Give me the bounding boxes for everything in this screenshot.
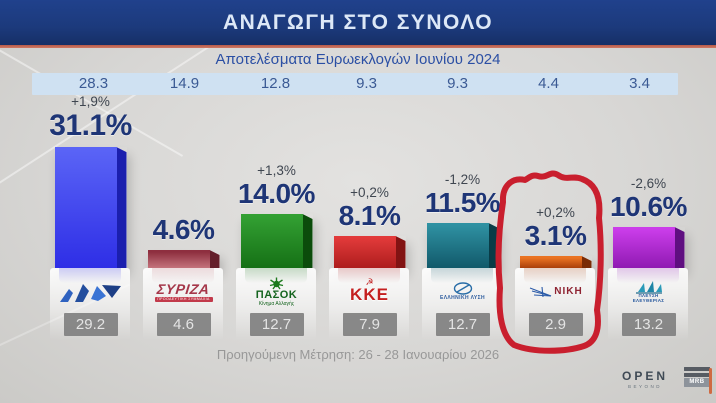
euro-result-value: 9.3 — [356, 75, 377, 92]
subtitle: Αποτελέσματα Ευρωεκλογών Ιουνίου 2024 — [215, 51, 501, 68]
bar-reflection — [245, 268, 307, 283]
previous-value-box: 2.9 — [528, 313, 583, 336]
pasok-logo-subtext: Κίνημα Αλλαγής — [258, 300, 295, 307]
poll-value: 4.6% — [152, 214, 215, 245]
change-label: +0,2% — [536, 204, 575, 220]
plefsi-logo-text: ΠΛΕΥΣΗ — [638, 292, 659, 298]
nd-flag-icon — [59, 284, 121, 302]
previous-value-box: 12.7 — [249, 313, 304, 336]
mrb-logo-stripe — [684, 367, 710, 371]
kke-logo: ☭ ΚΚΕ — [323, 273, 416, 311]
plefsi-logo-subtext: ΕΛΕΥΘΕΡΙΑΣ — [632, 297, 665, 303]
mrb-agency-logo: MRB — [684, 367, 710, 387]
bar-front-face — [426, 223, 489, 268]
syriza-logo-text: ΣΥΡΙΖΑ — [156, 280, 211, 297]
screen-edge-marker — [709, 368, 712, 394]
euro-result-value: 12.8 — [260, 75, 291, 92]
bar-front-face — [147, 250, 210, 268]
open-logo-tagline: BEYOND — [627, 384, 662, 389]
elliniki-lysi-logo: ΕΛΛΗΝΙΚΗ ΛΥΣΗ — [416, 273, 509, 311]
change-label: -1,2% — [444, 171, 481, 187]
mrb-logo-stripe — [684, 372, 710, 377]
party-column-pasok: +1,3% 14.0% ΠΑΣΟΚ Κίνημα Αλλαγής — [230, 95, 323, 357]
euro-results-band — [32, 73, 678, 95]
pasok-logo-text: ΠΑΣΟΚ — [255, 289, 298, 302]
niki-logo: ΝΙΚΗ — [509, 273, 602, 311]
elliniki-lysi-logo-text: ΕΛΛΗΝΙΚΗ ΛΥΣΗ — [439, 295, 486, 302]
previous-value-box: 4.6 — [156, 313, 211, 336]
open-channel-logo: OPEN BEYOND — [619, 370, 671, 389]
bar-side-face — [395, 236, 406, 268]
plefsi-sails-icon — [635, 280, 662, 294]
party-column-elliniki-lysi: -1,2% 11.5% ΕΛΛΗΝΙΚΗ ΛΥΣΗ 12.7 — [416, 95, 509, 357]
bar-side-face — [209, 250, 220, 268]
party-column-kke: +0,2% 8.1% ☭ ΚΚΕ 7.9 — [323, 95, 416, 357]
poll-value: 3.1% — [524, 220, 587, 251]
bar-front-face — [519, 256, 582, 268]
nd-logo — [44, 273, 137, 311]
euro-result-value: 3.4 — [629, 75, 650, 92]
bar-side-face — [674, 227, 685, 268]
poll-value: 10.6% — [610, 191, 687, 222]
bar-reflection — [338, 268, 400, 283]
page-title: ΑΝΑΓΩΓΗ ΣΤΟ ΣΥΝΟΛΟ — [222, 10, 494, 34]
pasok-sun-icon — [269, 277, 284, 290]
poll-value: 11.5% — [424, 187, 501, 218]
change-label: +0,2% — [350, 184, 389, 200]
niki-logo-text: ΝΙΚΗ — [554, 285, 583, 297]
previous-measurement-note: Προηγούμενη Μέτρηση: 26 - 28 Ιανουαρίου … — [216, 347, 500, 362]
bar-reflection — [152, 268, 214, 283]
open-logo-text: OPEN — [621, 369, 668, 383]
previous-value-box: 29.2 — [63, 313, 118, 336]
euro-result-value: 9.3 — [447, 75, 468, 92]
poll-value: 8.1% — [338, 200, 401, 231]
bar-side-face — [581, 256, 592, 268]
syriza-logo-subtext: ΠΡΟΟΔΕΥΤΙΚΗ ΣΥΜΜΑΧΙΑ — [154, 297, 213, 303]
party-column-syriza: 4.6% ΣΥΡΙΖΑ ΠΡΟΟΔΕΥΤΙΚΗ ΣΥΜΜΑΧΙΑ 4.6 — [137, 95, 230, 357]
previous-value-box: 7.9 — [342, 313, 397, 336]
header-bar: ΑΝΑΓΩΓΗ ΣΤΟ ΣΥΝΟΛΟ — [0, 0, 716, 45]
bar-front-face — [240, 214, 303, 268]
bar — [54, 147, 127, 268]
bar — [147, 250, 220, 268]
euro-result-value: 4.4 — [538, 75, 559, 92]
bar-reflection — [431, 268, 493, 283]
bar-side-face — [302, 214, 313, 268]
bar — [240, 214, 313, 268]
change-label: +1,9% — [71, 94, 110, 109]
party-column-niki: +0,2% 3.1% ΝΙΚΗ 2.9 — [509, 95, 602, 357]
kke-logo-text: ΚΚΕ — [350, 285, 389, 305]
previous-value-box: 13.2 — [621, 313, 676, 336]
change-label: +1,3% — [257, 162, 296, 178]
header-accent-line — [0, 45, 716, 48]
poll-value: 14.0% — [238, 178, 315, 209]
mrb-logo-text: MRB — [684, 378, 710, 387]
hammer-sickle-icon: ☭ — [365, 277, 374, 288]
bar-reflection — [59, 268, 121, 283]
plefsi-eleftherias-logo: ΠΛΕΥΣΗ ΕΛΕΥΘΕΡΙΑΣ — [602, 273, 695, 311]
elliniki-lysi-emblem-icon — [453, 282, 472, 296]
bar — [333, 236, 406, 268]
bar-side-face — [116, 147, 127, 268]
bar-front-face — [333, 236, 396, 268]
euro-results-row: 28.3 14.9 12.8 9.3 9.3 4.4 3.4 — [48, 73, 685, 95]
bar — [426, 223, 499, 268]
bar-front-face — [612, 227, 675, 268]
party-column-plefsi-eleftherias: -2,6% 10.6% ΠΛΕΥΣΗ ΕΛΕΥΘΕΡΙΑΣ 13.2 — [602, 95, 695, 357]
niki-wing-icon — [530, 286, 552, 298]
change-label: -2,6% — [630, 175, 667, 191]
bar-reflection — [617, 268, 679, 283]
bar — [612, 227, 685, 268]
party-column-nd: +1,9% 31.1% 29.2 — [44, 94, 137, 357]
previous-value-box: 12.7 — [435, 313, 490, 336]
bar — [519, 256, 592, 268]
euro-result-value: 28.3 — [78, 75, 109, 92]
bar-front-face — [54, 147, 117, 268]
syriza-logo: ΣΥΡΙΖΑ ΠΡΟΟΔΕΥΤΙΚΗ ΣΥΜΜΑΧΙΑ — [137, 273, 230, 311]
euro-result-value: 14.9 — [169, 75, 200, 92]
pasok-logo: ΠΑΣΟΚ Κίνημα Αλλαγής — [230, 273, 323, 311]
bar-side-face — [488, 223, 499, 268]
poll-value: 31.1% — [49, 109, 132, 143]
